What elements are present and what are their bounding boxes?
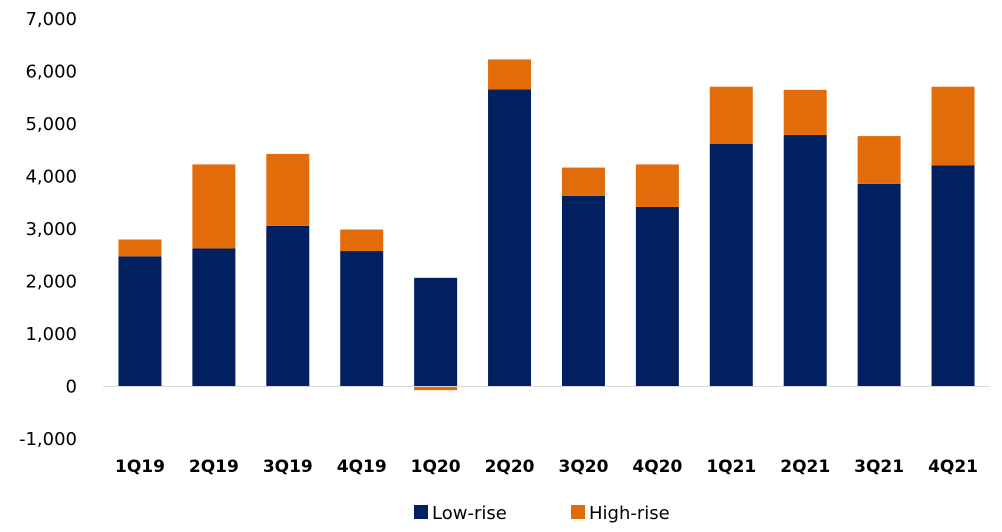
bar-high-rise-4q19 [340,229,384,252]
bar-high-rise-1q20 [414,386,458,391]
bar-low-rise-4q21 [931,165,975,387]
x-tick-label: 4Q21 [928,457,978,477]
y-tick-label: 1,000 [25,324,77,345]
bar-low-rise-4q19 [340,251,384,387]
legend: Low-rise High-rise [414,503,670,524]
legend-swatch-low-rise [414,505,428,519]
x-tick-label: 4Q19 [337,457,387,477]
x-tick-label: 2Q21 [780,457,830,477]
bar-low-rise-2q19 [192,248,236,387]
x-axis: 1Q19 2Q19 3Q19 4Q19 1Q20 2Q20 3Q20 4Q20 1Q21 2Q21… [115,457,978,477]
y-tick-label: 2,000 [25,272,77,293]
x-tick-label: 2Q19 [189,457,239,477]
y-axis: -1,000 0 1,000 2,000 3,000 4,000 5,000 6,000 7,0… [19,9,77,450]
bar-high-rise-3q20 [561,167,605,196]
x-tick-label: 3Q20 [558,457,608,477]
bar-low-rise-3q19 [266,225,310,387]
y-tick-label: 5,000 [25,114,77,135]
y-tick-label: 4,000 [25,167,77,188]
x-tick-label: 1Q19 [115,457,165,477]
bar-low-rise-1q21 [709,143,753,387]
y-tick-label: 0 [66,377,77,398]
y-tick-label: 7,000 [25,9,77,30]
y-tick-label: 3,000 [25,219,77,240]
x-tick-label: 4Q20 [632,457,682,477]
y-tick-label: 6,000 [25,62,77,83]
bar-high-rise-3q21 [857,136,901,184]
bar-low-rise-3q21 [857,183,901,387]
bar-low-rise-1q20 [414,277,458,387]
bar-low-rise-2q21 [783,135,827,387]
x-tick-label: 1Q21 [706,457,756,477]
legend-label-low-rise: Low-rise [432,503,507,524]
legend-label-high-rise: High-rise [589,503,670,524]
bars-group [103,59,990,391]
x-tick-label: 3Q19 [263,457,313,477]
bar-high-rise-4q21 [931,86,975,166]
bar-high-rise-2q21 [783,89,827,136]
bar-low-rise-2q20 [488,89,532,387]
y-tick-label: -1,000 [19,429,77,450]
bar-low-rise-1q19 [118,256,162,387]
bar-high-rise-2q20 [488,59,532,90]
bar-high-rise-4q20 [635,164,679,207]
legend-swatch-high-rise [571,505,585,519]
bar-high-rise-1q19 [118,239,162,257]
x-tick-label: 1Q20 [411,457,461,477]
bar-high-rise-2q19 [192,164,236,249]
bar-high-rise-1q21 [709,86,753,144]
x-tick-label: 3Q21 [854,457,904,477]
bar-high-rise-3q19 [266,153,310,226]
bar-low-rise-4q20 [635,206,679,387]
x-tick-label: 2Q20 [485,457,535,477]
bar-low-rise-3q20 [561,195,605,387]
